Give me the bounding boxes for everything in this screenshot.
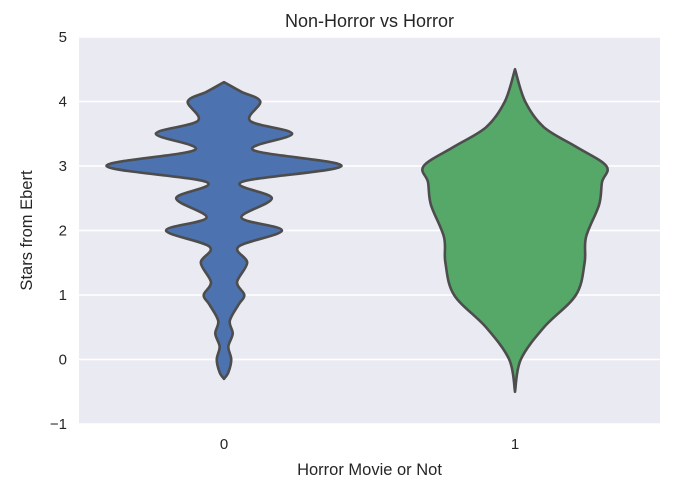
y-axis-label: Stars from Ebert (18, 170, 36, 291)
y-tick-label: 1 (59, 287, 67, 304)
y-tick-label: 3 (59, 158, 67, 175)
x-tick-label: 0 (220, 436, 228, 453)
y-tick-labels: −1 0 1 2 3 4 5 (50, 29, 67, 433)
y-tick-label: 0 (59, 352, 67, 369)
x-tick-label: 1 (511, 436, 519, 453)
y-tick-label: 5 (59, 29, 67, 46)
y-tick-label: −1 (50, 416, 67, 433)
violins (105, 67, 609, 394)
violin-0 (105, 80, 343, 381)
violin-1 (421, 67, 609, 394)
chart-title: Non-Horror vs Horror (285, 11, 454, 31)
y-tick-label: 2 (59, 223, 67, 240)
x-axis-label: Horror Movie or Not (297, 461, 442, 479)
y-tick-label: 4 (59, 94, 67, 111)
